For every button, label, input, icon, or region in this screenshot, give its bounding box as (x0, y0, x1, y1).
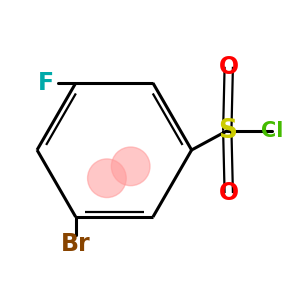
Text: Cl: Cl (261, 121, 283, 141)
Ellipse shape (88, 159, 126, 198)
Text: O: O (219, 181, 239, 205)
Text: F: F (38, 71, 54, 95)
Ellipse shape (111, 147, 150, 186)
Text: Br: Br (61, 232, 91, 256)
Text: O: O (219, 55, 239, 79)
Text: S: S (218, 118, 237, 144)
